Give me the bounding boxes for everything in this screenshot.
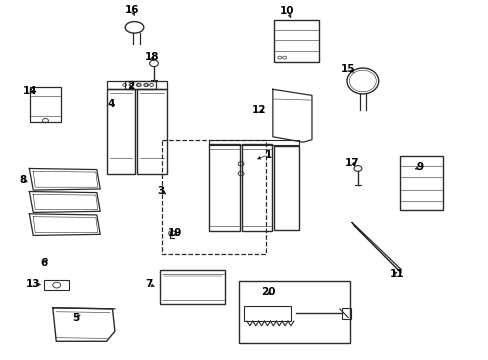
Bar <box>273 20 318 62</box>
Text: 18: 18 <box>144 52 159 62</box>
Text: 5: 5 <box>72 312 79 323</box>
Text: 8: 8 <box>20 175 27 185</box>
Text: 2: 2 <box>127 81 134 91</box>
Text: 15: 15 <box>340 64 355 74</box>
Bar <box>137 89 167 174</box>
Bar <box>399 156 442 210</box>
Text: 14: 14 <box>23 86 38 96</box>
Text: 10: 10 <box>280 6 294 16</box>
Bar <box>244 306 290 321</box>
Bar <box>242 144 272 231</box>
Text: 1: 1 <box>264 150 271 160</box>
Text: 3: 3 <box>158 186 164 196</box>
Text: 20: 20 <box>260 287 275 297</box>
Bar <box>342 308 350 319</box>
Bar <box>162 140 265 254</box>
Text: 12: 12 <box>251 105 266 115</box>
Text: 13: 13 <box>26 279 41 289</box>
Text: 16: 16 <box>124 5 139 15</box>
Text: 4: 4 <box>107 99 115 109</box>
Bar <box>30 87 61 122</box>
Text: 7: 7 <box>145 279 153 289</box>
Bar <box>160 270 224 304</box>
Bar <box>209 140 299 145</box>
Bar <box>44 280 69 290</box>
Text: 11: 11 <box>389 269 404 279</box>
Text: 19: 19 <box>167 228 182 238</box>
Bar <box>124 81 156 89</box>
Bar <box>209 144 239 231</box>
Text: 6: 6 <box>41 258 47 268</box>
Bar <box>238 281 349 343</box>
Text: 17: 17 <box>344 158 359 168</box>
Text: 9: 9 <box>416 162 423 172</box>
Bar <box>106 81 167 89</box>
Bar <box>273 146 299 230</box>
Bar <box>106 89 135 174</box>
